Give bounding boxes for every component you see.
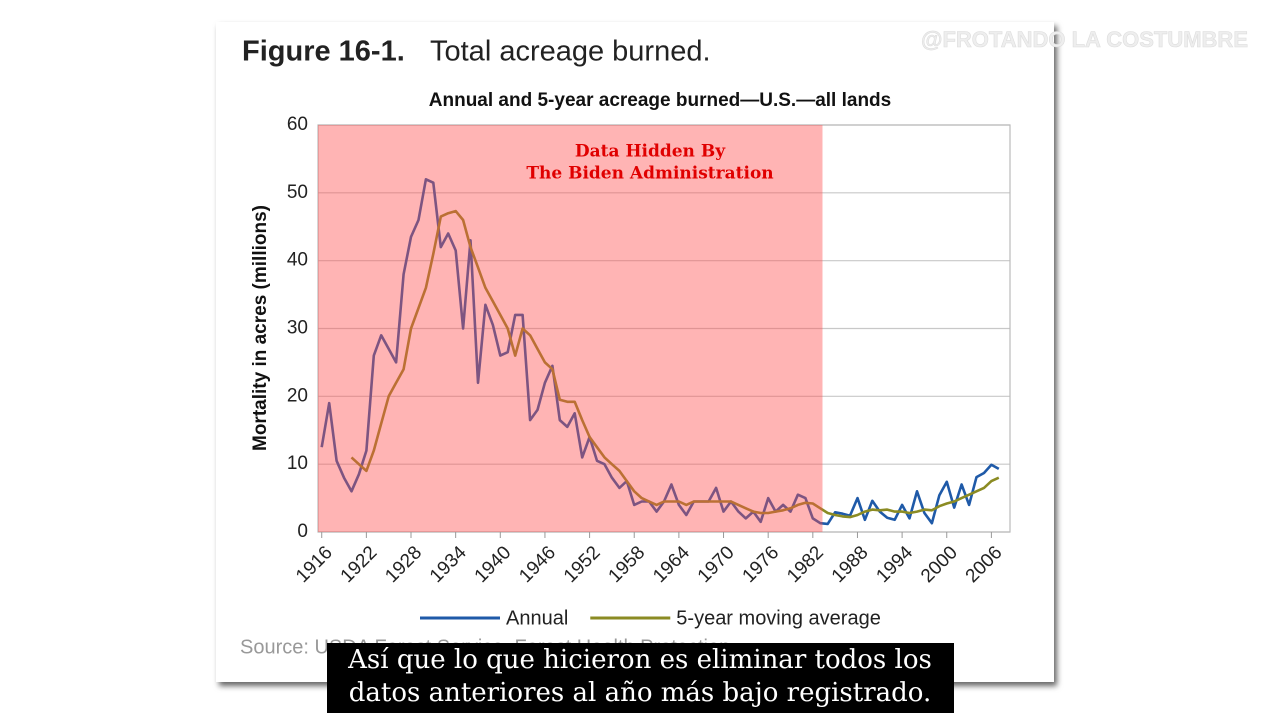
caption-box [327, 643, 954, 713]
slide [216, 22, 1054, 682]
y-tick-label: 60 [287, 114, 308, 135]
legend-label: 5-year moving average [676, 607, 881, 629]
y-tick-label: 0 [297, 521, 308, 542]
y-tick-label: 40 [287, 250, 308, 271]
figure-label: Figure 16-1. [242, 36, 405, 68]
highlight-label: The Biden Administration [526, 164, 773, 184]
y-tick-label: 20 [287, 385, 308, 406]
figure-title: Total acreage burned. [430, 36, 711, 68]
legend-label: Annual [506, 607, 568, 629]
y-axis-label: Mortality in acres (millions) [250, 205, 271, 451]
y-tick-label: 10 [287, 453, 308, 474]
highlight-region [318, 125, 823, 532]
watermark: @FROTANDO LA COSTUMBRE [921, 27, 1248, 52]
caption-line: datos anteriores al año más bajo registr… [349, 678, 932, 708]
chart-title: Annual and 5-year acreage burned—U.S.—al… [429, 90, 891, 111]
plot-frame [317, 124, 1011, 533]
caption-line: Así que lo que hicieron es eliminar todo… [347, 645, 932, 675]
highlight-label: Data Hidden By [575, 142, 726, 162]
series-line [350, 209, 1000, 519]
y-tick-label: 50 [287, 182, 308, 203]
y-tick-label: 30 [287, 318, 308, 339]
series-line [320, 178, 1000, 526]
